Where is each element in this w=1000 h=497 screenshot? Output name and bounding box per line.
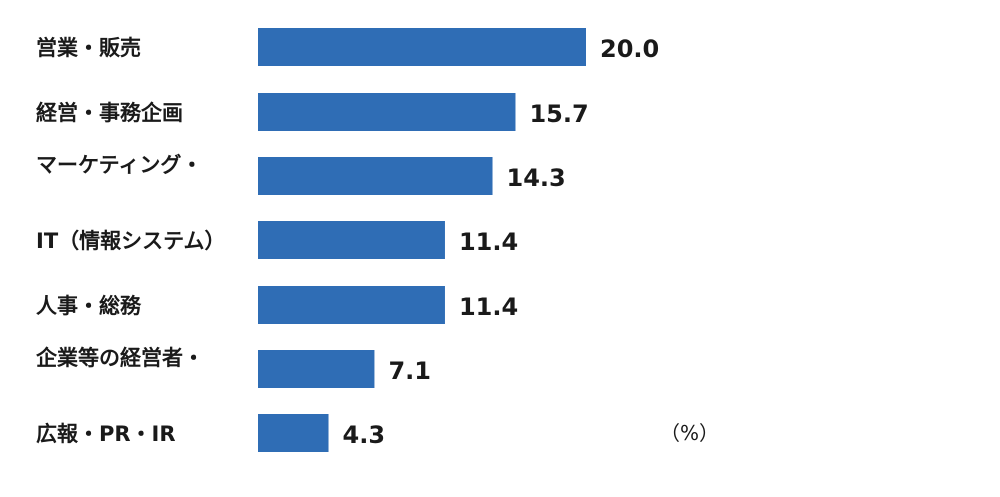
category-label-6: 広報・PR・IR <box>36 422 176 446</box>
bars <box>258 28 586 452</box>
value-label-1: 15.7 <box>529 100 588 128</box>
value-label-0: 20.0 <box>600 35 659 63</box>
bar-1 <box>258 93 516 131</box>
value-labels: 20.0 15.7 14.3 11.4 11.4 7.1 4.3 <box>343 35 660 449</box>
category-label-2: マーケティング・ <box>36 153 202 177</box>
bar-3 <box>258 221 445 259</box>
value-label-4: 11.4 <box>459 293 518 321</box>
bar-0 <box>258 28 586 66</box>
category-label-5: 企業等の経営者・ <box>35 346 204 370</box>
value-label-5: 7.1 <box>388 357 431 385</box>
bar-5 <box>258 350 375 388</box>
bar-2 <box>258 157 493 195</box>
category-label-3: IT（情報システム） <box>36 229 226 253</box>
bar-4 <box>258 286 445 324</box>
bar-6 <box>258 414 329 452</box>
category-label-0: 営業・販売 <box>36 36 141 60</box>
category-label-4: 人事・総務 <box>36 294 142 318</box>
value-label-2: 14.3 <box>507 164 566 192</box>
category-label-1: 経営・事務企画 <box>36 101 183 125</box>
unit-label: （%） <box>660 421 719 445</box>
value-label-6: 4.3 <box>343 421 386 449</box>
value-label-3: 11.4 <box>459 228 518 256</box>
